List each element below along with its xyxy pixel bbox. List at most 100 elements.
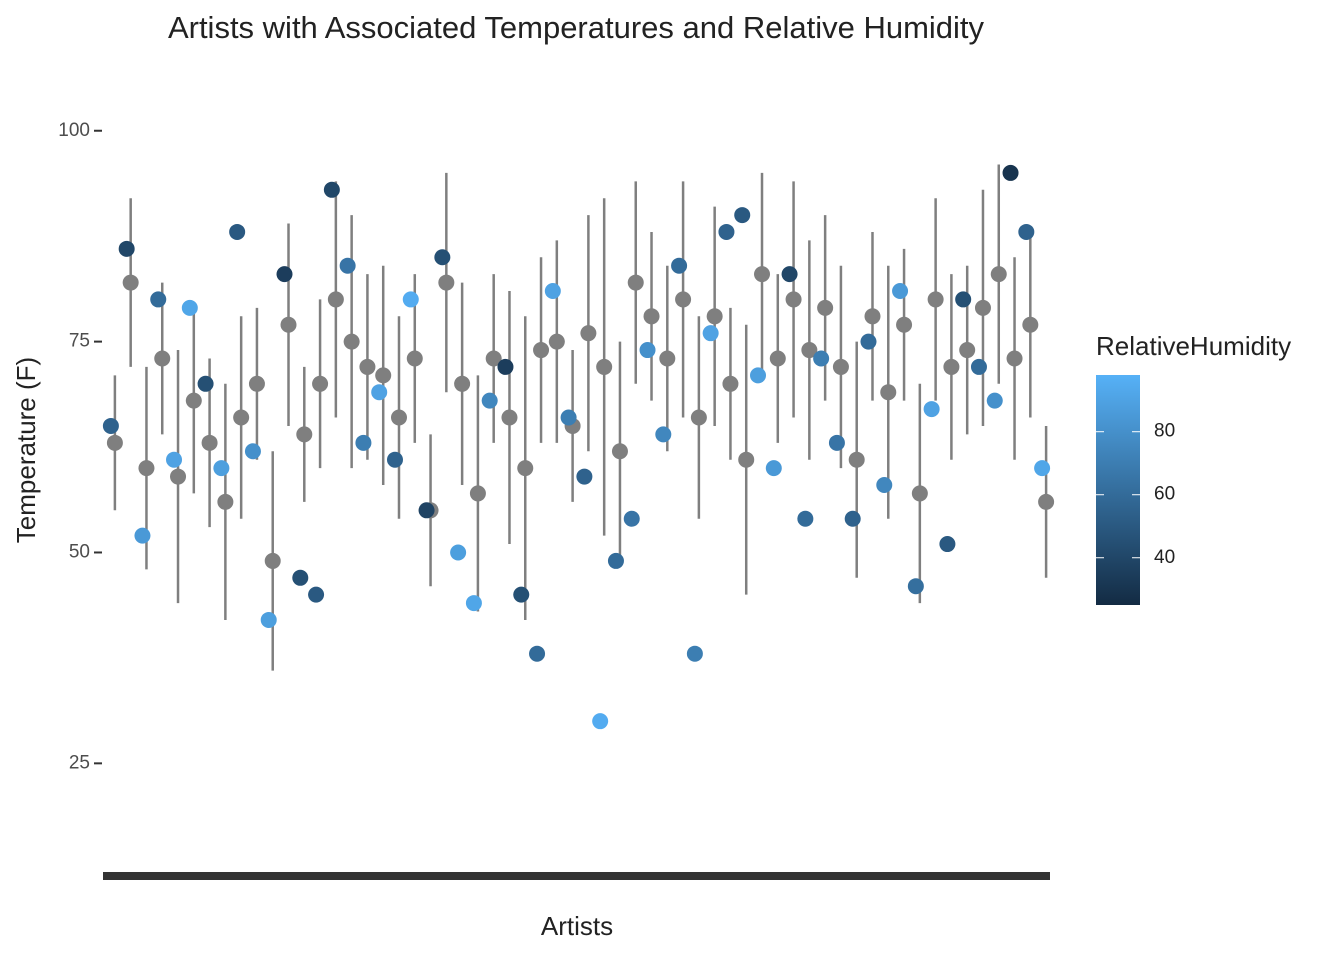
point	[386, 451, 403, 468]
mean-point	[880, 384, 897, 401]
point	[308, 586, 325, 603]
y-tick-label: 100	[58, 120, 90, 141]
mean-point	[438, 274, 455, 291]
mean-point	[296, 426, 313, 443]
point	[529, 645, 546, 662]
mean-point	[548, 333, 565, 350]
mean-point	[375, 367, 392, 384]
point	[671, 257, 688, 274]
point	[560, 409, 577, 426]
mean-point	[106, 434, 123, 451]
mean-point	[185, 392, 202, 409]
point	[686, 645, 703, 662]
mean-point	[659, 350, 676, 367]
mean-point	[911, 485, 928, 502]
point	[813, 350, 830, 367]
point	[1002, 164, 1019, 181]
point	[276, 266, 293, 283]
point	[844, 510, 861, 527]
mean-point	[785, 291, 802, 308]
mean-point	[122, 274, 139, 291]
y-tick-label: 25	[69, 752, 90, 773]
point	[213, 460, 230, 477]
mean-point	[454, 375, 471, 392]
mean-point	[848, 451, 865, 468]
mean-point	[990, 266, 1007, 283]
mean-point	[280, 316, 297, 333]
point	[986, 392, 1003, 409]
point	[450, 544, 467, 561]
colorbar-tick-label: 40	[1154, 547, 1175, 568]
mean-point	[769, 350, 786, 367]
point	[1034, 460, 1051, 477]
point	[655, 426, 672, 443]
point	[955, 291, 972, 308]
mean-point	[896, 316, 913, 333]
point	[1018, 223, 1035, 240]
point	[339, 257, 356, 274]
point	[465, 595, 482, 612]
point	[828, 434, 845, 451]
point	[939, 536, 956, 553]
y-tick-label: 75	[69, 331, 90, 352]
point	[134, 527, 151, 544]
mean-point	[359, 358, 376, 375]
point	[734, 207, 751, 224]
point	[592, 713, 609, 730]
point	[639, 342, 656, 359]
mean-point	[264, 552, 281, 569]
point	[497, 358, 514, 375]
point	[623, 510, 640, 527]
x-axis-label: Artists	[541, 911, 613, 941]
colorbar	[1096, 375, 1140, 605]
y-axis-label: Temperature (F)	[11, 357, 41, 543]
mean-point	[312, 375, 329, 392]
chart-title: Artists with Associated Temperatures and…	[168, 10, 985, 45]
point	[402, 291, 419, 308]
mean-point	[533, 342, 550, 359]
point	[607, 552, 624, 569]
point	[544, 283, 561, 299]
colorbar-tick-label: 80	[1154, 421, 1175, 442]
mean-point	[517, 460, 534, 477]
point	[576, 468, 593, 485]
point	[355, 434, 372, 451]
mean-point	[501, 409, 518, 426]
mean-point	[343, 333, 360, 350]
mean-point	[706, 308, 723, 325]
point	[750, 367, 767, 384]
point	[907, 578, 924, 595]
mean-point	[817, 299, 834, 316]
point	[797, 510, 814, 527]
mean-point	[596, 358, 613, 375]
mean-point	[1022, 316, 1039, 333]
mean-point	[627, 274, 644, 291]
mean-point	[170, 468, 187, 485]
mean-point	[643, 308, 660, 325]
mean-point	[469, 485, 486, 502]
mean-point	[485, 350, 502, 367]
point	[102, 417, 119, 434]
point	[260, 611, 277, 628]
mean-point	[390, 409, 407, 426]
point	[860, 333, 877, 350]
point	[434, 249, 451, 266]
colorbar-tick-label: 60	[1154, 484, 1175, 505]
point	[229, 223, 246, 240]
point	[970, 358, 987, 375]
mean-point	[690, 409, 707, 426]
mean-point	[217, 493, 234, 510]
mean-point	[722, 375, 739, 392]
point	[876, 477, 893, 493]
mean-point	[1006, 350, 1023, 367]
point	[781, 266, 798, 283]
point	[197, 375, 214, 392]
mean-point	[611, 443, 628, 460]
point	[923, 401, 940, 418]
mean-point	[675, 291, 692, 308]
mean-point	[754, 266, 771, 283]
mean-point	[406, 350, 423, 367]
point	[892, 283, 909, 299]
mean-point	[738, 451, 755, 468]
